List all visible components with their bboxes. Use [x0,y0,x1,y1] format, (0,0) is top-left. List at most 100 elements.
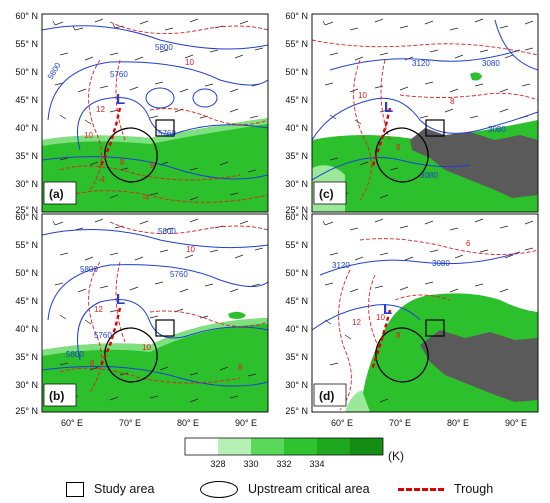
y-tick: 45° N [285,296,308,306]
colorbar-unit: (K) [388,449,404,463]
y-tick: 55° N [285,240,308,250]
panel-a-contour-label: -4 [98,175,106,184]
x-tick: 80° E [447,418,469,428]
colorbar-bin [218,438,251,455]
panel-a-trough-label: L [116,91,125,108]
panel-d-frame [311,213,539,413]
colorbar-tick: 328 [210,459,225,469]
y-tick: 45° N [15,95,38,105]
panel-b-contour-label: 12 [94,305,103,314]
y-tick: 40° N [285,123,308,133]
panel-d-label-box [313,383,347,407]
panel-a-geopotential-contours [42,25,268,180]
y-tick: 55° N [15,39,38,49]
panel-c: L 3120 3080 3080 3080 10 8 8 (c) 60° N 5… [285,11,539,215]
panel-a-label-box [43,181,77,205]
panel-b-contour-label: 8 [238,363,243,372]
y-tick: 30° N [285,380,308,390]
y-tick: 50° N [15,268,38,278]
y-tick: 60° N [15,212,38,222]
panel-d-wind-barbs [322,218,534,403]
panel-a-upstream-critical-area [104,127,158,183]
panel-a-trough-line [98,107,122,169]
panel-c-contour-labels: 3120 3080 3080 3080 10 8 8 [358,59,506,180]
panel-d-topography [420,330,538,402]
legend-trough-label: Trough [454,482,494,496]
legend-trough: Trough [398,478,493,500]
panel-b-trough-line [98,307,122,369]
panel-a-wind-barbs [52,18,264,201]
x-tick: 90° E [235,418,257,428]
panel-a-study-area-box [155,119,175,137]
x-axis-left: 60° E 70° E 80° E 90° E [61,418,257,428]
panel-c-label-box [313,181,347,205]
panel-b-frame [41,213,269,413]
legend-study-area-label: Study area [94,482,155,496]
panel-b-contour-label: 10 [186,245,195,254]
panel-a-contour-label: 12 [96,105,105,114]
panel-c-contour-label: 10 [358,91,367,100]
panel-b-theta-shading-light [42,318,268,356]
panel-c-trough-label: L [384,99,393,116]
colorbar-bin [317,438,350,455]
panel-c-contour-label: 3080 [420,171,438,180]
panel-b-temperature-contours [59,221,268,393]
panel-a-label: (a) [49,187,64,201]
figure-canvas: L 5800 5760 5760 5800 12 10 8 8 10 -4 -4… [15,11,539,469]
y-tick: 40° N [15,324,38,334]
y-tick: 30° N [15,179,38,189]
panel-d-contour-labels: 3120 3080 12 10 8 6 [332,239,471,340]
colorbar: 328 330 332 334 (K) [184,437,404,469]
panel-b-upstream-critical-area [104,327,158,383]
x-axis-right: 60° E 70° E 80° E 90° E [331,418,527,428]
panel-b-contour-label: 5760 [170,270,188,279]
panel-a-contour-label: 5760 [158,129,176,138]
panel-c-trough-line [370,107,392,169]
panel-b-y-ticks: 60° N 55° N 50° N 45° N 40° N 35° N 30° … [15,212,38,416]
colorbar-tick: 330 [243,459,258,469]
panel-d-contour-label: 3120 [332,261,350,270]
panel-a-contour-label: 5800 [155,43,173,52]
panel-d-study-area-box [425,319,445,337]
ellipse-icon [200,480,238,498]
panel-a: L 5800 5760 5760 5800 12 10 8 8 10 -4 -4… [15,11,269,215]
y-tick: 60° N [285,212,308,222]
panel-a-contour-label: 8 [120,158,125,167]
panel-d-label: (d) [319,389,334,403]
panel-c-study-area-box [425,119,445,137]
panel-d-trough-line [370,309,392,371]
panel-d-trough-label: L [383,301,392,318]
panel-c-contour-label: 3080 [482,59,500,68]
y-tick: 35° N [15,151,38,161]
panel-a-contour-label: 5760 [110,70,128,79]
dashed-line-icon [398,487,444,491]
y-tick: 25° N [15,406,38,416]
panel-b-study-area-box [155,319,175,337]
x-tick: 90° E [505,418,527,428]
panel-b: L 5800 5800 5760 5760 5800 12 10 8 8 10 … [15,212,269,416]
panel-b-wind-barbs [52,218,264,403]
panel-d-temperature-contours [338,238,538,411]
panel-d-geopotential-contours [312,251,521,331]
x-tick: 60° E [61,418,83,428]
panel-b-contour-label: 10 [142,343,151,352]
y-tick: 25° N [15,205,38,215]
panel-a-contour-label: -4 [142,193,150,202]
y-tick: 60° N [285,11,308,21]
panel-d-contour-label: 6 [466,239,471,248]
panel-b-geopotential-contours [42,229,268,387]
y-tick: 40° N [285,324,308,334]
panel-a-theta-shading-light [42,118,268,146]
colorbar-tick: 334 [309,459,324,469]
y-tick: 35° N [15,352,38,362]
y-tick: 50° N [285,268,308,278]
x-tick: 80° E [177,418,199,428]
y-tick: 30° N [15,380,38,390]
panel-a-temperature-contours [59,21,268,203]
y-tick: 35° N [285,352,308,362]
y-tick: 35° N [285,151,308,161]
panel-d-y-ticks: 60° N 55° N 50° N 45° N 40° N 35° N 30° … [285,212,308,416]
panel-b-trough-label: L [116,291,125,308]
panel-a-frame [41,13,269,213]
colorbar-tick: 332 [276,459,291,469]
